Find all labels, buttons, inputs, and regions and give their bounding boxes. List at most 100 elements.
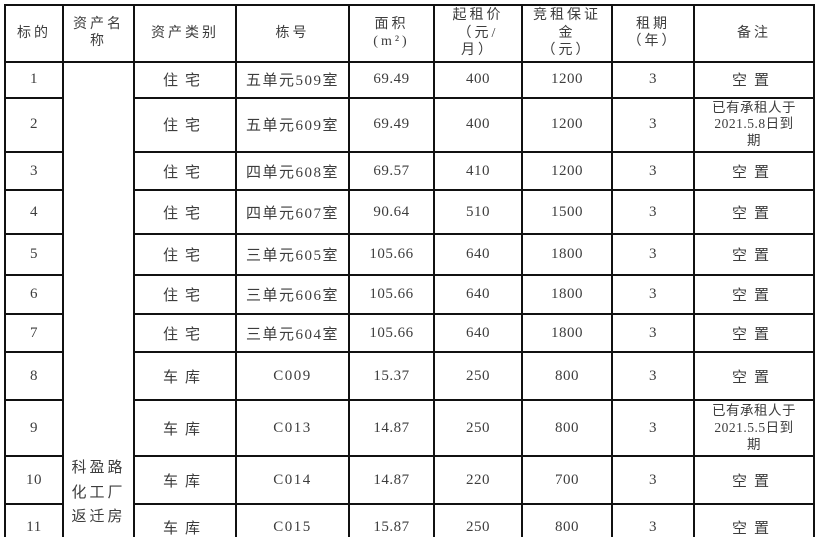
area-cell: 105.66 xyxy=(348,313,435,354)
term-cell: 3 xyxy=(611,60,695,99)
area-cell: 14.87 xyxy=(348,399,435,458)
unit-cell: C014 xyxy=(235,455,350,506)
category-cell: 住宅 xyxy=(133,60,237,99)
table-row: 1 科盈路 化工厂 返迁房 住宅 五单元509室 69.49 400 1200 3 空置 xyxy=(4,60,815,537)
category-cell: 住宅 xyxy=(133,151,237,192)
unit-cell: 三单元606室 xyxy=(235,274,350,316)
header-cell-remark: 备注 xyxy=(693,4,815,63)
row-number-cell: 5 xyxy=(4,233,64,277)
category-cell: 车库 xyxy=(133,399,237,458)
unit-cell: C009 xyxy=(235,351,350,402)
price-cell: 510 xyxy=(433,189,523,236)
price-cell: 220 xyxy=(433,455,523,506)
deposit-cell: 800 xyxy=(521,399,613,458)
header-cell-unit: 栋号 xyxy=(235,4,350,63)
term-cell: 3 xyxy=(611,189,695,236)
term-cell: 3 xyxy=(611,503,695,537)
deposit-cell: 1800 xyxy=(521,274,613,316)
term-cell: 3 xyxy=(611,151,695,192)
price-cell: 410 xyxy=(433,151,523,192)
price-cell: 640 xyxy=(433,274,523,316)
term-cell: 3 xyxy=(611,399,695,458)
deposit-cell: 1200 xyxy=(521,60,613,99)
unit-cell: C013 xyxy=(235,399,350,458)
term-cell: 3 xyxy=(611,455,695,506)
header-cell-price: 起租价 （元/ 月） xyxy=(433,4,523,63)
remark-cell: 空置 xyxy=(693,60,815,99)
row-number-cell: 9 xyxy=(4,399,64,458)
category-cell: 住宅 xyxy=(133,274,237,316)
unit-cell: 四单元608室 xyxy=(235,151,350,192)
category-cell: 车库 xyxy=(133,455,237,506)
table-row: 6 住宅 三单元606室 105.66 640 1800 3 空置 xyxy=(4,274,815,316)
area-cell: 14.87 xyxy=(348,455,435,506)
remark-cell: 空置 xyxy=(693,233,815,277)
category-cell: 住宅 xyxy=(133,189,237,236)
area-cell: 15.87 xyxy=(348,503,435,537)
price-cell: 640 xyxy=(433,233,523,277)
row-number-cell: 8 xyxy=(4,351,64,402)
asset-name-cell: 科盈路 化工厂 返迁房 xyxy=(62,60,135,537)
row-number-cell: 11 xyxy=(4,503,64,537)
header-cell-deposit: 竞租保证 金 （元） xyxy=(521,4,613,63)
table-row: 11 车库 C015 15.87 250 800 3 空置 xyxy=(4,503,815,537)
remark-cell: 空置 xyxy=(693,274,815,316)
row-number-cell: 2 xyxy=(4,96,64,154)
area-cell: 105.66 xyxy=(348,233,435,277)
remark-cell: 空置 xyxy=(693,313,815,354)
table-header-row: 标的 资产名 称资产类别 栋号 面积 (m²) 起租价 （元/ 月） 竞租保证 金 （元）… xyxy=(4,4,815,63)
area-cell: 15.37 xyxy=(348,351,435,402)
price-cell: 400 xyxy=(433,60,523,99)
term-cell: 3 xyxy=(611,313,695,354)
deposit-cell: 1200 xyxy=(521,151,613,192)
table-header: 标的 资产名 称资产类别 栋号 面积 (m²) 起租价 （元/ 月） 竞租保证 金 （元）… xyxy=(4,4,815,63)
row-number-cell: 7 xyxy=(4,313,64,354)
header-cell-area: 面积 (m²) xyxy=(348,4,435,63)
price-cell: 250 xyxy=(433,503,523,537)
row-number-cell: 6 xyxy=(4,274,64,316)
term-cell: 3 xyxy=(611,96,695,154)
table-row: 5 住宅 三单元605室 105.66 640 1800 3 空置 xyxy=(4,233,815,277)
area-cell: 69.49 xyxy=(348,60,435,99)
unit-cell: 四单元607室 xyxy=(235,189,350,236)
term-cell: 3 xyxy=(611,351,695,402)
row-number-cell: 3 xyxy=(4,151,64,192)
price-cell: 250 xyxy=(433,399,523,458)
term-cell: 3 xyxy=(611,274,695,316)
price-cell: 640 xyxy=(433,313,523,354)
header-cell-category: 资产类别 xyxy=(133,4,237,63)
table-row: 9 车库 C013 14.87 250 800 3 已有承租人于 2021.5.5日到 期 xyxy=(4,399,815,458)
header-cell-no: 标的 xyxy=(4,4,64,63)
deposit-cell: 1800 xyxy=(521,313,613,354)
table-row: 2 住宅 五单元609室 69.49 400 1200 3 已有承租人于 2021.5.8日到… xyxy=(4,96,815,154)
table-row: 8 车库 C009 15.37 250 800 3 空置 xyxy=(4,351,815,402)
table-row: 3 住宅 四单元608室 69.57 410 1200 3 空置 xyxy=(4,151,815,192)
category-cell: 住宅 xyxy=(133,96,237,154)
unit-cell: 三单元604室 xyxy=(235,313,350,354)
unit-cell: 三单元605室 xyxy=(235,233,350,277)
row-number-cell: 4 xyxy=(4,189,64,236)
deposit-cell: 700 xyxy=(521,455,613,506)
remark-cell: 空置 xyxy=(693,151,815,192)
remark-cell: 空置 xyxy=(693,189,815,236)
table-body: 1 科盈路 化工厂 返迁房 住宅 五单元509室 69.49 400 1200 3 空置 2 住宅五… xyxy=(4,60,815,537)
deposit-cell: 800 xyxy=(521,503,613,537)
remark-cell: 空置 xyxy=(693,503,815,537)
category-cell: 住宅 xyxy=(133,233,237,277)
unit-cell: 五单元509室 xyxy=(235,60,350,99)
deposit-cell: 1200 xyxy=(521,96,613,154)
table-row: 10 车库 C014 14.87 220 700 3 空置 xyxy=(4,455,815,506)
unit-cell: 五单元609室 xyxy=(235,96,350,154)
row-number-cell: 1 xyxy=(4,60,64,99)
price-cell: 400 xyxy=(433,96,523,154)
remark-cell: 已有承租人于 2021.5.5日到 期 xyxy=(693,399,815,458)
row-number-cell: 10 xyxy=(4,455,64,506)
unit-cell: C015 xyxy=(235,503,350,537)
remark-cell: 空置 xyxy=(693,351,815,402)
lease-assets-table: 标的 资产名 称资产类别 栋号 面积 (m²) 起租价 （元/ 月） 竞租保证 金 （元）… xyxy=(4,4,815,537)
area-cell: 69.49 xyxy=(348,96,435,154)
header-cell-asset: 资产名 称 xyxy=(62,4,135,63)
term-cell: 3 xyxy=(611,233,695,277)
remark-cell: 空置 xyxy=(693,455,815,506)
deposit-cell: 1800 xyxy=(521,233,613,277)
